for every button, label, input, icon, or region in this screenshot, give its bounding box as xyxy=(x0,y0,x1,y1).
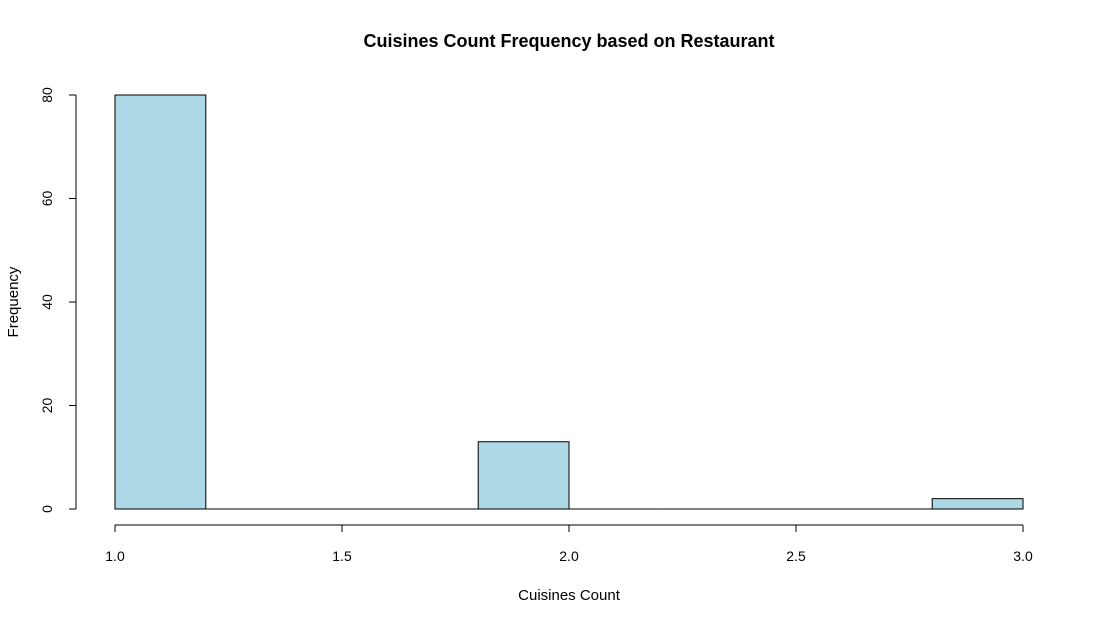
x-axis: 1.0 1.5 2.0 2.5 3.0 xyxy=(105,524,1033,564)
x-tick-label-4: 3.0 xyxy=(1013,548,1033,564)
y-tick-label-3: 60 xyxy=(39,191,55,207)
x-axis-label: Cuisines Count xyxy=(518,587,621,604)
bar-4 xyxy=(477,441,570,510)
y-tick-label-1: 20 xyxy=(39,398,55,414)
bar-0 xyxy=(114,94,207,510)
x-tick-label-2: 2.0 xyxy=(559,548,579,564)
chart-title: Cuisines Count Frequency based on Restau… xyxy=(363,31,774,51)
y-tick-label-0: 0 xyxy=(39,505,55,513)
bars-group xyxy=(114,94,1024,510)
y-tick-label-4: 80 xyxy=(39,87,55,103)
y-tick-label-2: 40 xyxy=(39,294,55,310)
x-tick-label-3: 2.5 xyxy=(786,548,806,564)
bar-9 xyxy=(931,498,1024,510)
y-axis-label: Frequency xyxy=(5,266,22,337)
x-tick-label-0: 1.0 xyxy=(105,548,125,564)
y-axis: 0 20 40 60 80 xyxy=(39,87,77,513)
x-tick-label-1: 1.5 xyxy=(332,548,352,564)
